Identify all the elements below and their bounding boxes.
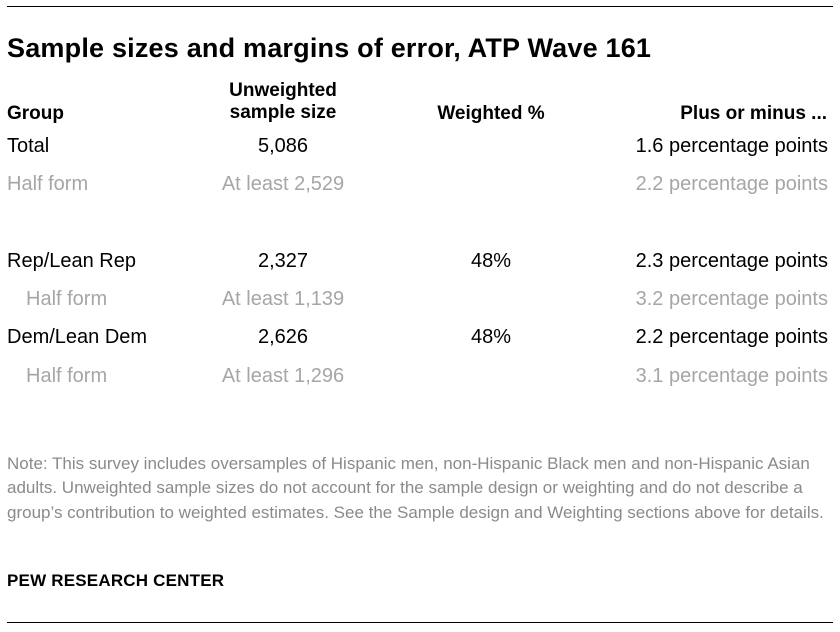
cell-weighted: 48% (470, 326, 512, 348)
cell-weighted: 48% (470, 250, 512, 272)
cell-sample-size: At least 1,296 (221, 365, 345, 387)
table-row-total: Total 5,086 1.6 percentage points (0, 133, 840, 159)
cell-sample-size: 5,086 (257, 135, 309, 157)
bottom-rule (7, 622, 833, 623)
cell-sample-size: At least 2,529 (221, 173, 345, 195)
cell-moe: 2.3 percentage points (635, 250, 828, 272)
cell-group: Half form (26, 365, 108, 387)
cell-group: Total (7, 135, 50, 157)
table-row-dem-half-form: Half form At least 1,296 3.1 percentage … (0, 363, 840, 389)
cell-sample-size: At least 1,139 (221, 288, 345, 310)
table-row-rep-half-form: Half form At least 1,139 3.2 percentage … (0, 286, 840, 312)
cell-group: Dem/Lean Dem (7, 326, 148, 348)
cell-group: Half form (26, 288, 108, 310)
header-group: Group (7, 103, 64, 124)
table-row-dem: Dem/Lean Dem 2,626 48% 2.2 percentage po… (0, 324, 840, 350)
cell-moe: 3.2 percentage points (635, 288, 828, 310)
cell-sample-size: 2,327 (257, 250, 309, 272)
cell-moe: 1.6 percentage points (635, 135, 828, 157)
header-moe: Plus or minus ... (680, 103, 827, 124)
cell-group: Rep/Lean Rep (7, 250, 136, 272)
table-row-rep: Rep/Lean Rep 2,327 48% 2.3 percentage po… (0, 248, 840, 274)
cell-moe: 2.2 percentage points (635, 173, 828, 195)
header-sample-size-line2: sample size (229, 102, 337, 123)
table-row-total-half-form: Half form At least 2,529 2.2 percentage … (0, 171, 840, 197)
cell-group: Half form (7, 173, 89, 195)
source-label: PEW RESEARCH CENTER (7, 571, 225, 590)
cell-sample-size: 2,626 (257, 326, 309, 348)
cell-moe: 2.2 percentage points (635, 326, 828, 348)
top-rule (7, 6, 833, 7)
cell-moe: 3.1 percentage points (635, 365, 828, 387)
header-sample-size-line1: Unweighted (229, 80, 337, 101)
header-weighted: Weighted % (437, 103, 545, 124)
footnote: Note: This survey includes oversamples o… (7, 454, 824, 522)
header-sample-size: Unweighted sample size (229, 80, 337, 124)
page-title: Sample sizes and margins of error, ATP W… (7, 33, 652, 63)
